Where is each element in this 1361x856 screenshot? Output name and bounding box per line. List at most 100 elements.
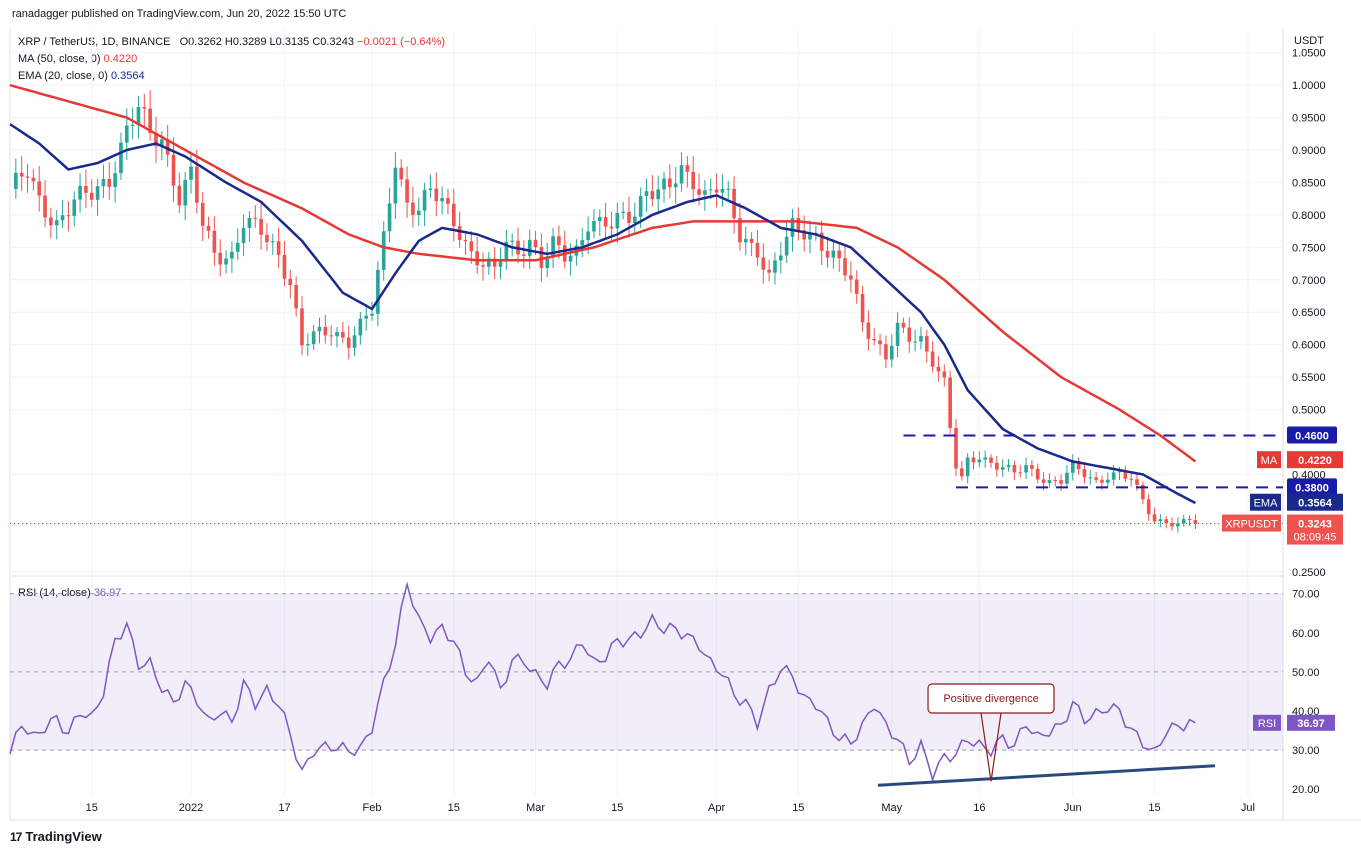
candle xyxy=(1187,515,1192,526)
candle xyxy=(685,155,690,188)
ma50-line xyxy=(9,83,1197,463)
candle xyxy=(849,261,853,293)
price-tick-label: 0.5000 xyxy=(1292,405,1326,417)
candle xyxy=(399,159,404,187)
candle xyxy=(714,173,719,208)
level-tag-label: 0.4600 xyxy=(1295,431,1329,443)
candle-body xyxy=(1106,479,1110,483)
candle xyxy=(107,162,112,200)
candle xyxy=(673,167,678,204)
candle xyxy=(370,301,374,321)
candle xyxy=(300,296,304,356)
time-tick-label: Jun xyxy=(1064,802,1082,814)
time-tick-label: 2022 xyxy=(179,802,203,814)
candle xyxy=(895,312,900,358)
candle-body xyxy=(522,254,526,256)
level-tag-bg xyxy=(1287,478,1337,496)
candle xyxy=(557,225,561,259)
candle-body xyxy=(148,108,152,133)
candle xyxy=(837,243,842,272)
time-tick-label: 15 xyxy=(448,802,460,814)
candle-body xyxy=(1012,464,1017,473)
price-tick-label: 0.9500 xyxy=(1292,113,1326,125)
rsi-tag-name: RSI xyxy=(1258,718,1276,730)
candle-body xyxy=(767,269,771,273)
candle-body xyxy=(1176,523,1180,527)
candle xyxy=(434,172,439,217)
candle xyxy=(603,202,608,238)
publisher-caption: ranadagger published on TradingView.com,… xyxy=(12,8,347,20)
candle-body xyxy=(1065,472,1069,484)
candle-body xyxy=(130,124,135,126)
brand-name: TradingView xyxy=(25,829,102,844)
candle xyxy=(487,251,491,275)
price-tick-label: 0.6500 xyxy=(1292,307,1326,319)
price-tick-label: 1.0500 xyxy=(1292,48,1326,60)
candle xyxy=(936,356,941,382)
candle xyxy=(1065,464,1069,488)
candle xyxy=(1170,517,1174,531)
rsi-tick-label: 60.00 xyxy=(1292,628,1320,640)
ema-label: EMA (20, close, 0) xyxy=(18,70,108,82)
candle-body xyxy=(306,344,310,346)
candle xyxy=(95,179,100,216)
candle xyxy=(703,180,707,211)
candle xyxy=(516,227,520,264)
candle-body xyxy=(183,179,187,206)
candle-body xyxy=(662,178,666,190)
candle-body xyxy=(323,326,328,336)
candle xyxy=(913,329,917,352)
candle-body xyxy=(878,340,882,345)
candle xyxy=(983,450,987,468)
rsi-tick-label: 30.00 xyxy=(1292,745,1320,757)
candle-body xyxy=(89,192,94,200)
candle-body xyxy=(778,255,783,261)
candle xyxy=(498,247,503,280)
candle-body xyxy=(113,173,117,187)
candle-body xyxy=(656,189,660,200)
candle-body xyxy=(989,457,993,463)
candle xyxy=(154,116,158,164)
candle xyxy=(977,451,982,468)
candle-body xyxy=(487,258,491,267)
candle xyxy=(49,207,53,239)
candle xyxy=(171,137,176,202)
candle-body xyxy=(633,216,637,223)
candle-body xyxy=(784,236,789,256)
candle xyxy=(84,169,88,209)
candle-body xyxy=(154,132,158,147)
candle-body xyxy=(335,331,339,337)
candle xyxy=(954,419,958,477)
candle-body xyxy=(1193,520,1198,524)
price-tick-label: 0.5500 xyxy=(1292,372,1326,384)
candle-body xyxy=(317,326,322,332)
candle xyxy=(580,227,585,258)
candle-body xyxy=(621,211,625,213)
candle-body xyxy=(1006,464,1011,468)
candle-body xyxy=(802,230,806,240)
candle-body xyxy=(457,226,462,241)
price-tick-label: 0.8000 xyxy=(1292,210,1326,222)
level-tag-bg xyxy=(1287,426,1337,444)
candle-body xyxy=(738,218,742,243)
tradingview-logo[interactable]: 17 TradingView xyxy=(10,829,102,844)
candle xyxy=(668,164,672,199)
candle-body xyxy=(422,190,427,211)
candle xyxy=(481,252,485,281)
candle xyxy=(884,335,888,369)
candle xyxy=(819,220,824,266)
candle xyxy=(755,230,760,266)
candle xyxy=(726,180,731,199)
candle xyxy=(457,211,462,248)
candle xyxy=(522,240,526,269)
candle-body xyxy=(597,217,602,222)
candle xyxy=(592,209,596,239)
candle-body xyxy=(860,293,865,323)
rsi-tag-value-bg xyxy=(1287,714,1335,731)
candle-body xyxy=(533,239,538,248)
candle xyxy=(54,210,59,240)
candle xyxy=(177,172,182,213)
candle xyxy=(615,202,620,244)
